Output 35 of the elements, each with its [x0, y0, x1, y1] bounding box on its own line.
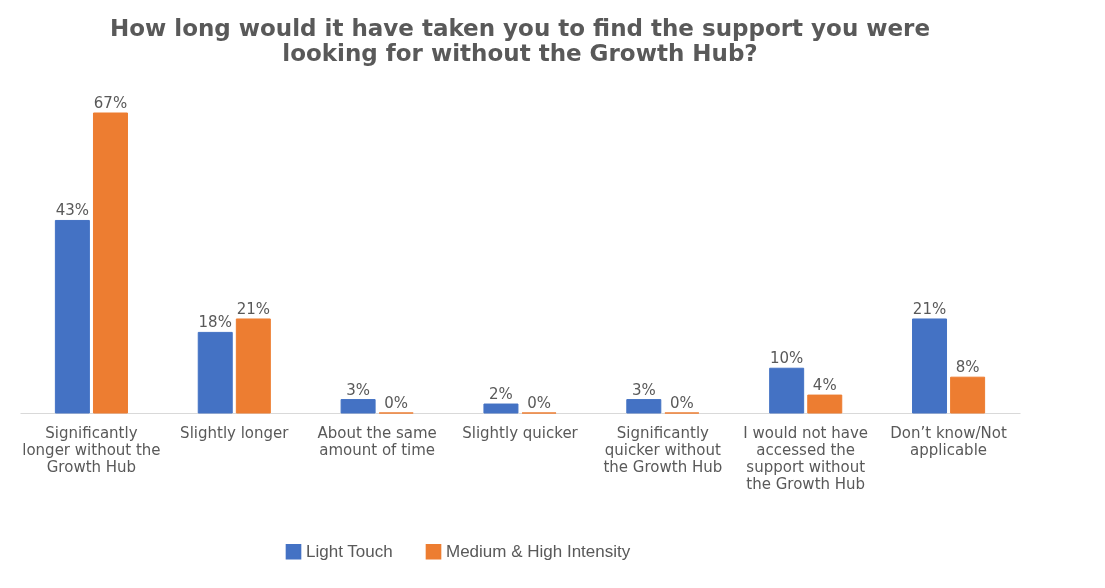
data-label: 67% [93, 94, 128, 112]
bar [197, 331, 233, 414]
x-tick-label: Significantly quicker without the Growth Hub [603, 423, 723, 476]
data-label: 3% [346, 380, 370, 399]
bar [807, 394, 843, 414]
data-label: 0% [384, 394, 409, 412]
x-tick-label: About the same amount of time [317, 423, 437, 459]
bar [92, 112, 128, 414]
bar [950, 376, 986, 414]
data-label: 2% [489, 385, 513, 404]
bar [626, 399, 662, 414]
bar [340, 399, 376, 414]
bar [483, 403, 519, 414]
x-tick-label: Significantly longer without the Growth Hub [22, 423, 161, 476]
data-label: 0% [527, 394, 551, 412]
data-label: 3% [631, 380, 656, 399]
chart-title: How long would it have taken you to find the support you were looking for without the Growth Hub? [109, 15, 931, 66]
x-tick-label: I would not have accessed the support without the Growth Hub [743, 423, 869, 493]
bar [769, 367, 805, 414]
data-label: 8% [955, 358, 980, 377]
data-label: 0% [670, 394, 694, 412]
x-tick-label: Slightly quicker [462, 423, 579, 442]
data-label: 4% [812, 376, 837, 395]
bar [54, 219, 90, 414]
x-tick-label: Don’t know/Not applicable [890, 423, 1007, 459]
legend-label: Light Touch [306, 541, 393, 561]
data-label: 21% [912, 299, 947, 318]
x-tick-label: Slightly longer [180, 423, 290, 442]
bar [912, 318, 948, 414]
bar [235, 318, 271, 414]
legend-label: Medium & High Intensity [446, 541, 631, 561]
data-label: 21% [236, 299, 271, 318]
data-label: 18% [198, 313, 232, 332]
data-label: 43% [55, 201, 90, 220]
data-label: 10% [769, 349, 804, 368]
